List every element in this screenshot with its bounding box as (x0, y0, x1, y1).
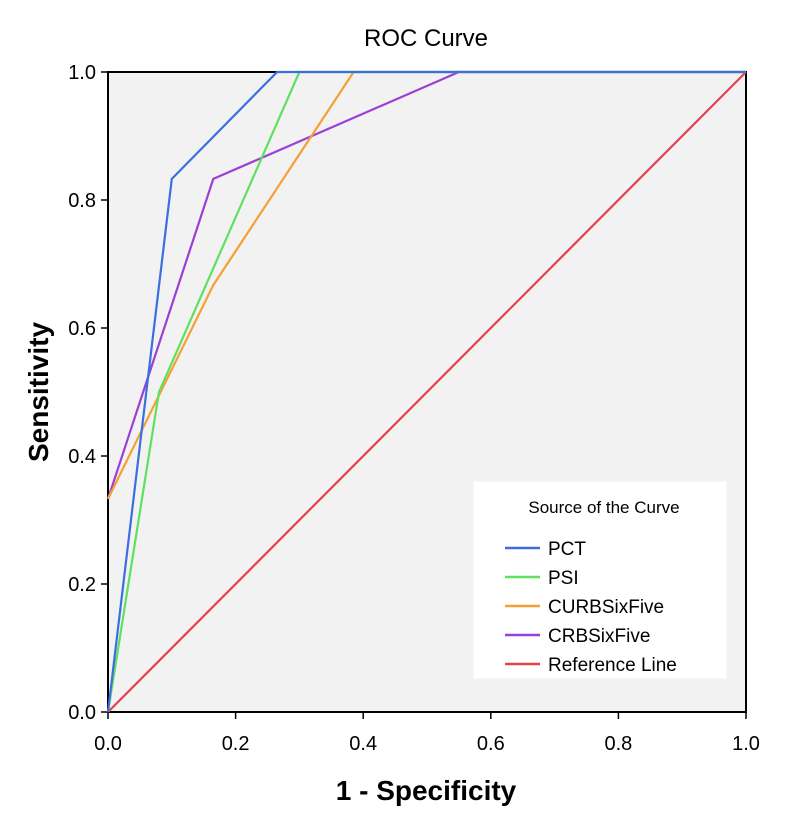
legend-label-psi: PSI (548, 568, 579, 589)
x-tick-label: 0.0 (94, 733, 122, 755)
x-tick-label: 0.8 (604, 733, 632, 755)
legend-box (473, 481, 727, 679)
x-tick-label: 1.0 (732, 733, 760, 755)
legend-label-reference-line: Reference Line (548, 655, 677, 676)
legend-title: Source of the Curve (528, 498, 679, 517)
series-line-pct (106, 70, 746, 713)
y-axis: 0.0 0.2 0.4 0.6 0.8 1.0 (68, 62, 108, 724)
y-tick-label: 1.0 (68, 62, 96, 84)
series-lines (106, 70, 747, 713)
legend-label-curbsixfive: CURBSixFive (548, 597, 664, 618)
y-axis-label: Sensitivity (23, 322, 54, 462)
x-axis-label: 1 - Specificity (336, 775, 517, 806)
y-tick-label: 0.6 (68, 318, 96, 340)
legend-label-crbsixfive: CRBSixFive (548, 626, 650, 647)
y-tick-label: 0.2 (68, 574, 96, 596)
x-tick-label: 0.4 (349, 733, 377, 755)
y-tick-label: 0.0 (68, 702, 96, 724)
series-line-reference-line (107, 71, 747, 713)
legend-items: PCT PSI CURBSixFive CRBSixFive Reference Lin… (505, 539, 677, 676)
y-tick-label: 0.4 (68, 446, 96, 468)
chart-title: ROC Curve (364, 25, 488, 52)
y-tick-label: 0.8 (68, 190, 96, 212)
x-tick-label: 0.2 (222, 733, 250, 755)
x-axis: 0.0 0.2 0.4 0.6 0.8 1.0 (94, 712, 760, 755)
legend: Source of the Curve PCT PSI CURBSixFive CRB… (473, 481, 727, 679)
legend-label-pct: PCT (548, 539, 586, 560)
x-tick-label: 0.6 (477, 733, 505, 755)
